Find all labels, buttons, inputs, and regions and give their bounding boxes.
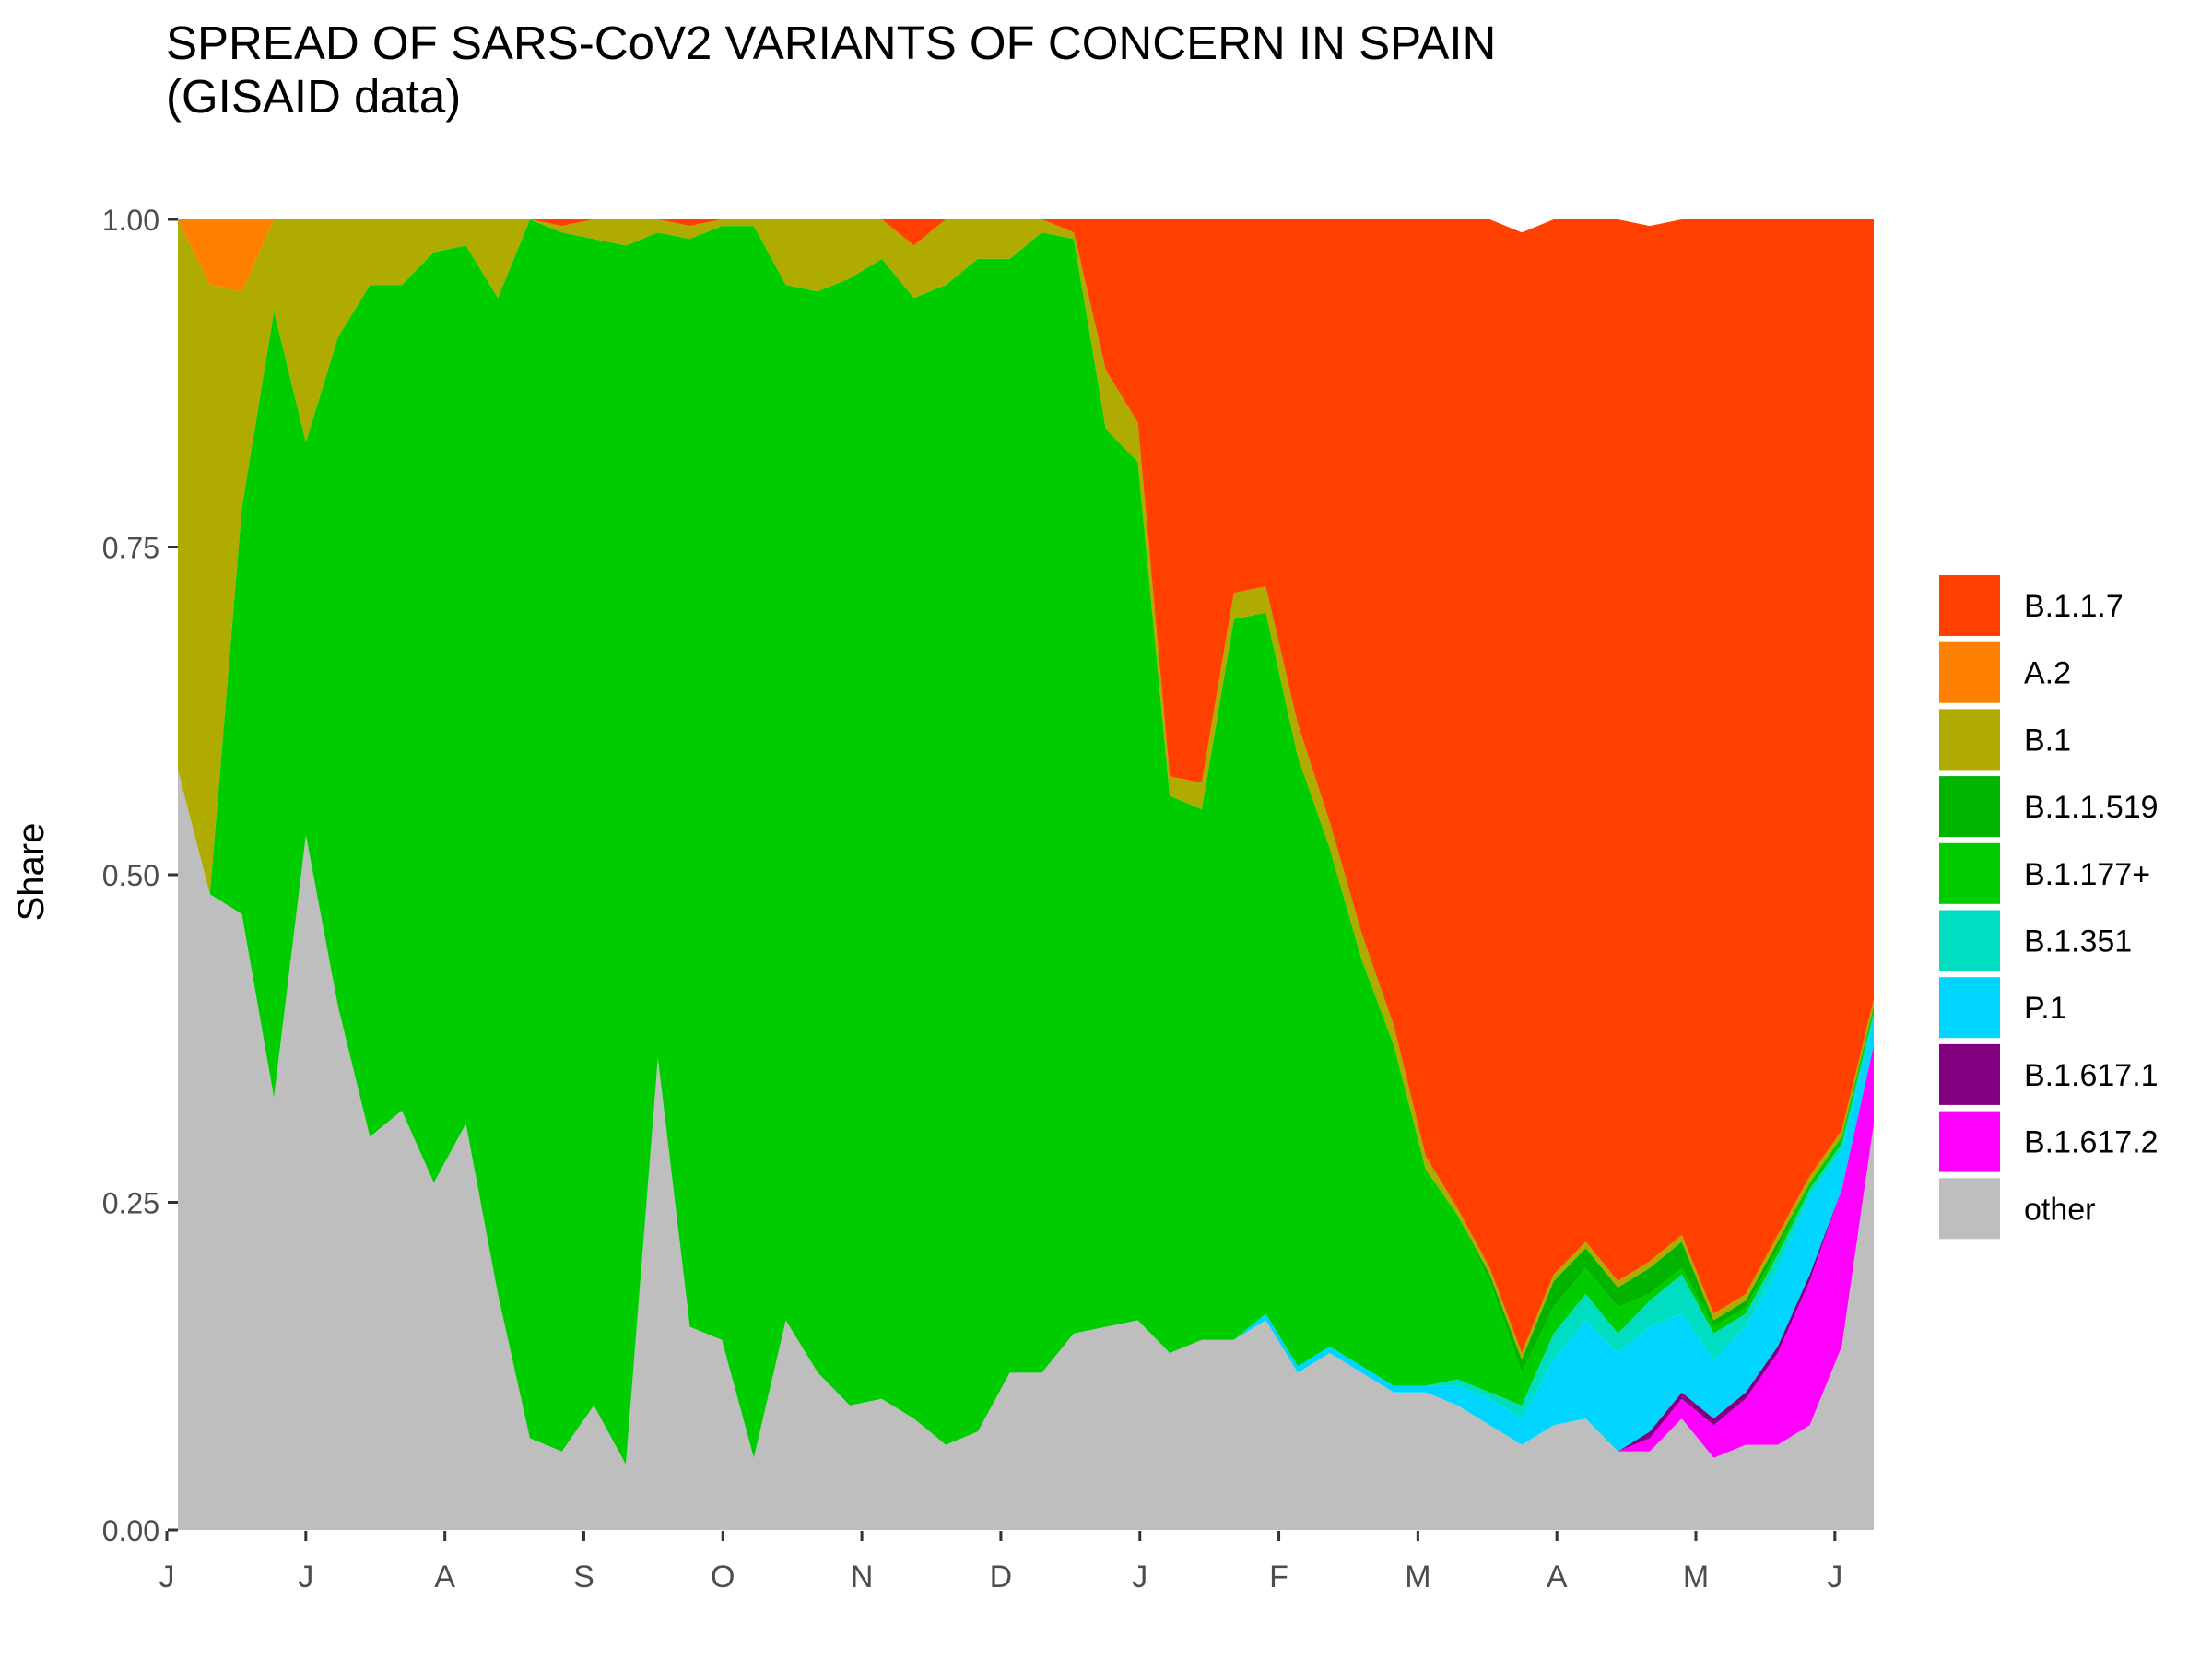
chart-title: SPREAD OF SARS-CoV2 VARIANTS OF CONCERN … <box>166 17 1496 124</box>
x-tick-label: J <box>1132 1559 1147 1594</box>
legend-label: B.1 <box>2024 723 2071 758</box>
y-axis: 0.00 0.25 0.50 0.75 1.00 <box>102 204 178 1547</box>
legend-swatch <box>1939 1043 2000 1105</box>
area-layers <box>178 219 1874 1530</box>
legend-swatch <box>1939 1178 2000 1240</box>
y-tick-label: 1.00 <box>102 204 159 237</box>
area-b-1-1-7 <box>178 219 1874 1353</box>
legend-swatch <box>1939 977 2000 1039</box>
y-axis-label: Share <box>11 823 52 922</box>
x-tick-label: A <box>434 1559 455 1594</box>
chart-title-line1: SPREAD OF SARS-CoV2 VARIANTS OF CONCERN … <box>166 17 1497 69</box>
x-tick-label: A <box>1547 1559 1568 1594</box>
area-other <box>178 770 1874 1530</box>
y-tick-label: 0.50 <box>102 859 159 892</box>
x-tick-label: J <box>159 1559 175 1594</box>
y-tick-label: 0.75 <box>102 532 159 565</box>
x-tick-label: M <box>1683 1559 1709 1594</box>
legend-swatch <box>1939 641 2000 703</box>
legend-swatch <box>1939 842 2000 904</box>
x-tick-label: F <box>1269 1559 1288 1594</box>
x-tick-label: J <box>1827 1559 1842 1594</box>
chart-title-line2: (GISAID data) <box>166 70 462 123</box>
legend-label: B.1.617.1 <box>2024 1058 2159 1093</box>
x-tick-label: J <box>298 1559 313 1594</box>
x-tick-label: O <box>711 1559 735 1594</box>
legend-label: B.1.177+ <box>2024 857 2150 892</box>
legend-swatch <box>1939 575 2000 636</box>
legend-label: B.1.1.7 <box>2024 589 2124 624</box>
legend-label: P.1 <box>2024 991 2067 1026</box>
legend-swatch <box>1939 1111 2000 1172</box>
x-tick-label: D <box>990 1559 1013 1594</box>
legend: B.1.1.7 A.2 B.1 B.1.1.519 B.1.177+ B.1.351 P.1… <box>1939 575 2159 1240</box>
legend-label: B.1.1.519 <box>2024 790 2159 825</box>
legend-label: B.1.617.2 <box>2024 1125 2159 1160</box>
legend-label: B.1.351 <box>2024 924 2132 959</box>
y-tick-label: 0.25 <box>102 1187 159 1220</box>
legend-swatch <box>1939 709 2000 771</box>
legend-swatch <box>1939 910 2000 971</box>
legend-label: A.2 <box>2024 656 2071 691</box>
area-p-1 <box>178 770 1874 1465</box>
x-tick-label: S <box>573 1559 594 1594</box>
x-tick-label: M <box>1405 1559 1430 1594</box>
area-b-1-177- <box>178 219 1874 1465</box>
legend-swatch <box>1939 776 2000 838</box>
y-tick-label: 0.00 <box>102 1514 159 1547</box>
legend-label: other <box>2024 1192 2096 1227</box>
x-tick-label: N <box>851 1559 874 1594</box>
